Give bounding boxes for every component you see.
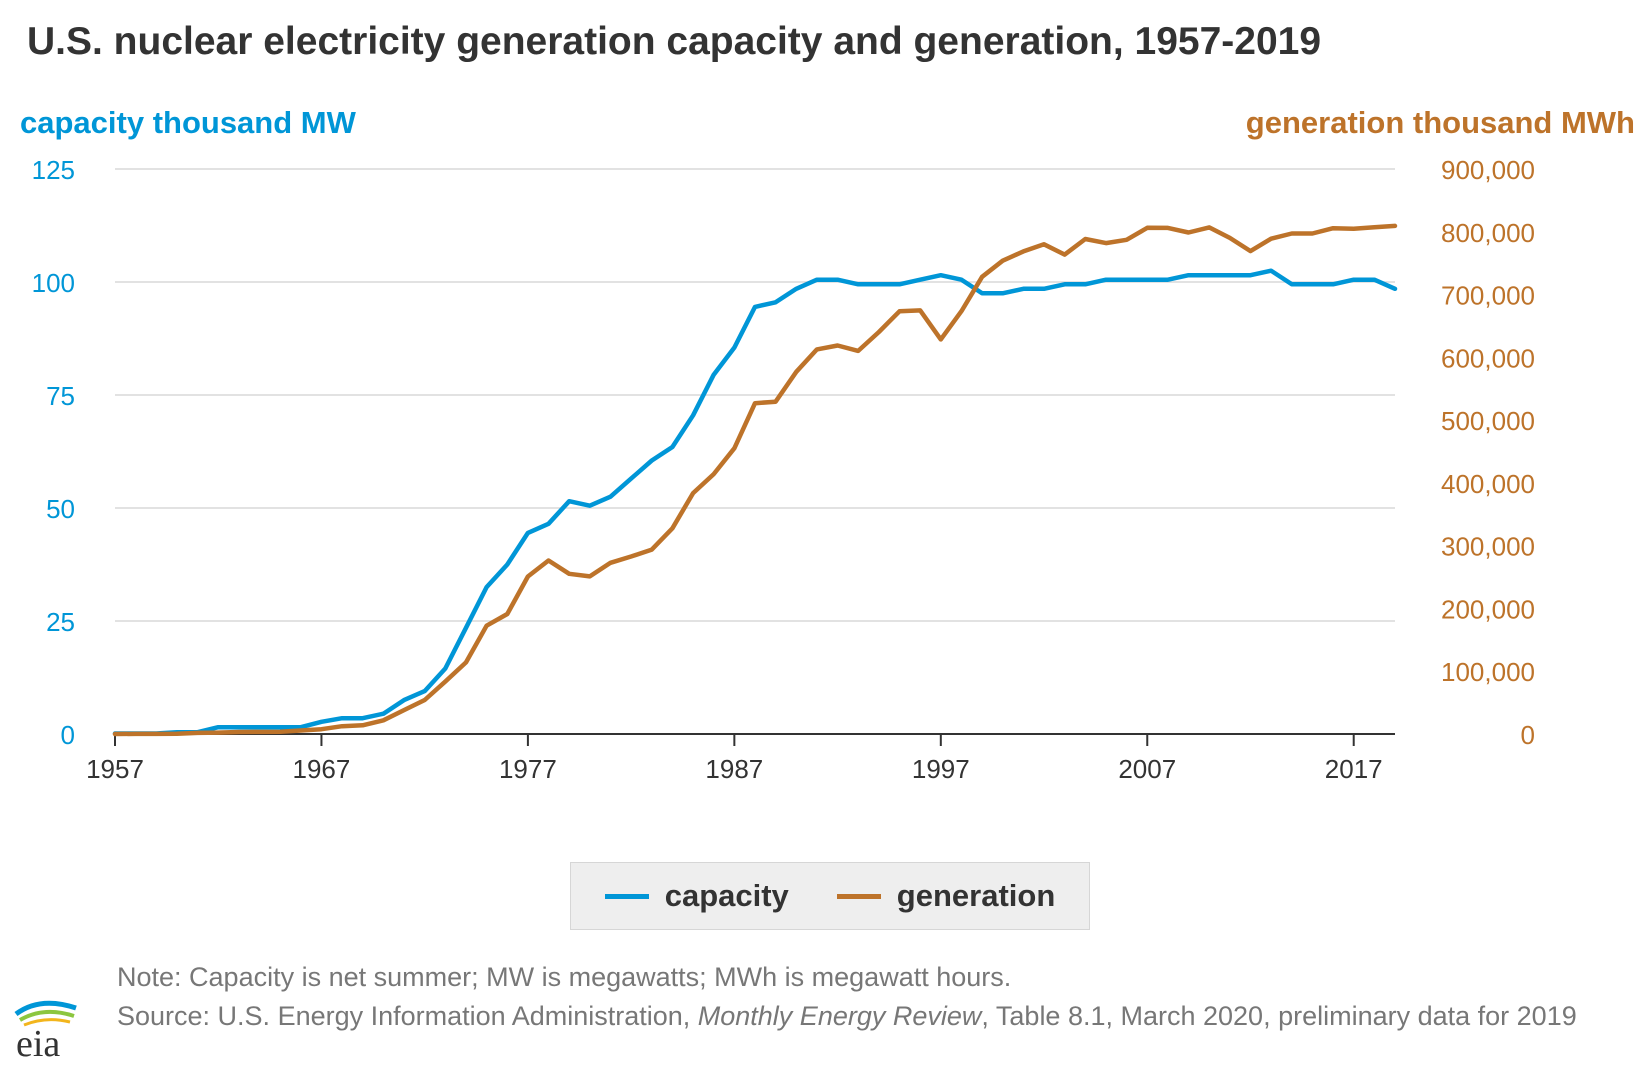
source-prefix: Source: U.S. Energy Information Administ… bbox=[117, 1001, 698, 1031]
y-left-tick-label: 100 bbox=[32, 268, 75, 298]
y-right-tick-label: 0 bbox=[1521, 720, 1535, 750]
y-left-tick-label: 0 bbox=[61, 720, 75, 750]
y-left-axis-title: capacity thousand MW bbox=[20, 105, 356, 140]
y-right-axis-title: generation thousand MWh bbox=[1245, 105, 1635, 140]
x-tick-label: 1997 bbox=[912, 754, 970, 784]
y-left-tick-label: 125 bbox=[32, 155, 75, 185]
x-tick-label: 2017 bbox=[1325, 754, 1383, 784]
source-line: Source: U.S. Energy Information Administ… bbox=[117, 997, 1617, 1036]
y-right-tick-label: 400,000 bbox=[1441, 469, 1535, 499]
eia-logo: eia bbox=[14, 1000, 77, 1062]
x-tick-label: 1967 bbox=[293, 754, 351, 784]
legend-item-capacity[interactable]: capacity bbox=[604, 878, 789, 914]
legend-item-generation[interactable]: generation bbox=[836, 878, 1056, 914]
x-tick-label: 1977 bbox=[499, 754, 557, 784]
y-left-tick-label: 75 bbox=[46, 381, 75, 411]
source-publication: Monthly Energy Review bbox=[697, 1001, 982, 1031]
legend-swatch-capacity bbox=[604, 893, 649, 899]
x-tick-label: 1957 bbox=[86, 754, 144, 784]
y-right-tick-label: 500,000 bbox=[1441, 406, 1535, 436]
source-note: Note: Capacity is net summer; MW is mega… bbox=[117, 958, 1617, 1036]
y-right-tick-label: 300,000 bbox=[1441, 532, 1535, 562]
legend-swatch-generation bbox=[836, 893, 881, 899]
legend: capacity generation bbox=[570, 862, 1090, 930]
x-tick-label: 1987 bbox=[705, 754, 763, 784]
series-line-capacity bbox=[112, 268, 1398, 736]
y-right-tick-label: 700,000 bbox=[1441, 281, 1535, 311]
source-suffix: , Table 8.1, March 2020, preliminary dat… bbox=[981, 1001, 1577, 1031]
x-tick-label: 2007 bbox=[1118, 754, 1176, 784]
y-right-tick-label: 600,000 bbox=[1441, 343, 1535, 373]
y-left-tick-label: 50 bbox=[46, 494, 75, 524]
chart-plot: 0 25 50 75 100 125 0 100,000 200,000 300,000 400,0… bbox=[32, 155, 1535, 784]
y-left-tick-label: 25 bbox=[46, 607, 75, 637]
legend-label-capacity: capacity bbox=[664, 878, 789, 913]
legend-label-generation: generation bbox=[896, 878, 1056, 913]
y-right-tick-label: 200,000 bbox=[1441, 594, 1535, 624]
series-line-generation bbox=[112, 223, 1398, 737]
chart-title: U.S. nuclear electricity generation capa… bbox=[27, 20, 1322, 63]
note-line: Note: Capacity is net summer; MW is mega… bbox=[117, 962, 1012, 992]
y-right-tick-label: 900,000 bbox=[1441, 155, 1535, 185]
y-right-tick-label: 100,000 bbox=[1441, 657, 1535, 687]
svg-text:eia: eia bbox=[16, 1023, 60, 1062]
y-right-tick-label: 800,000 bbox=[1441, 218, 1535, 248]
